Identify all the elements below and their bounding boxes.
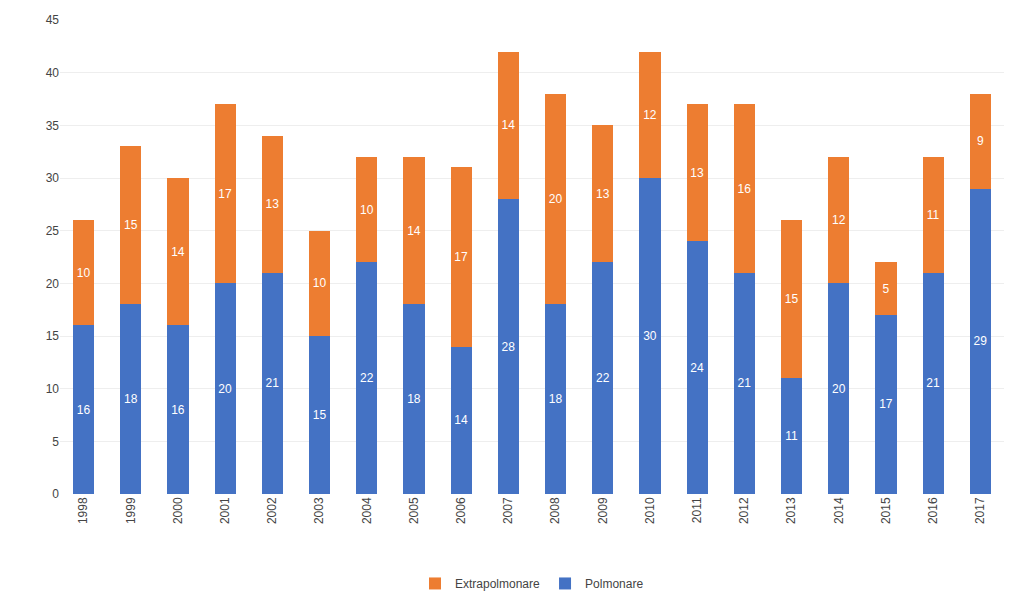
svg-text:2008: 2008 <box>549 497 563 524</box>
svg-text:2001: 2001 <box>218 497 232 524</box>
svg-text:2016: 2016 <box>926 497 940 524</box>
svg-text:14: 14 <box>171 245 185 259</box>
svg-text:17: 17 <box>454 250 468 264</box>
svg-text:17: 17 <box>218 187 232 201</box>
svg-text:15: 15 <box>124 218 138 232</box>
svg-text:13: 13 <box>690 166 704 180</box>
svg-text:2011: 2011 <box>690 497 704 523</box>
svg-text:5: 5 <box>52 435 59 449</box>
svg-text:15: 15 <box>313 408 327 422</box>
svg-text:Extrapolmonare: Extrapolmonare <box>455 577 540 591</box>
svg-text:2012: 2012 <box>737 497 751 524</box>
svg-text:2002: 2002 <box>265 497 279 524</box>
svg-text:2010: 2010 <box>643 497 657 524</box>
svg-text:2015: 2015 <box>879 497 893 524</box>
svg-text:16: 16 <box>171 403 185 417</box>
svg-text:30: 30 <box>643 329 657 343</box>
svg-text:Polmonare: Polmonare <box>585 577 643 591</box>
svg-text:15: 15 <box>785 292 799 306</box>
svg-text:20: 20 <box>218 382 232 396</box>
svg-text:18: 18 <box>124 392 138 406</box>
svg-text:10: 10 <box>360 203 374 217</box>
svg-text:45: 45 <box>46 13 60 27</box>
svg-text:2004: 2004 <box>360 497 374 524</box>
svg-text:24: 24 <box>690 361 704 375</box>
svg-text:40: 40 <box>46 66 60 80</box>
svg-text:22: 22 <box>360 371 374 385</box>
svg-text:1998: 1998 <box>77 497 91 524</box>
svg-text:2014: 2014 <box>832 497 846 524</box>
svg-text:30: 30 <box>46 171 60 185</box>
svg-text:21: 21 <box>266 376 280 390</box>
svg-text:20: 20 <box>832 382 846 396</box>
svg-text:10: 10 <box>77 266 91 280</box>
svg-text:2017: 2017 <box>973 497 987 524</box>
svg-text:2003: 2003 <box>313 497 327 524</box>
svg-text:2007: 2007 <box>501 497 515 524</box>
svg-text:0: 0 <box>52 487 59 501</box>
svg-text:2006: 2006 <box>454 497 468 524</box>
svg-text:16: 16 <box>738 182 752 196</box>
svg-text:28: 28 <box>502 340 516 354</box>
svg-text:15: 15 <box>46 329 60 343</box>
svg-text:16: 16 <box>77 403 91 417</box>
svg-text:21: 21 <box>738 376 752 390</box>
svg-text:2009: 2009 <box>596 497 610 524</box>
svg-text:12: 12 <box>832 213 846 227</box>
svg-text:1999: 1999 <box>124 497 138 524</box>
svg-text:11: 11 <box>785 429 798 443</box>
svg-text:13: 13 <box>266 197 280 211</box>
svg-text:29: 29 <box>974 334 988 348</box>
svg-text:12: 12 <box>643 108 657 122</box>
svg-text:20: 20 <box>549 192 563 206</box>
svg-text:2000: 2000 <box>171 497 185 524</box>
svg-text:14: 14 <box>407 224 421 238</box>
svg-text:18: 18 <box>549 392 563 406</box>
svg-text:14: 14 <box>502 118 516 132</box>
svg-text:10: 10 <box>46 382 60 396</box>
svg-text:2005: 2005 <box>407 497 421 524</box>
svg-text:17: 17 <box>879 397 893 411</box>
svg-text:5: 5 <box>883 282 890 296</box>
svg-text:9: 9 <box>977 134 984 148</box>
svg-text:14: 14 <box>454 413 468 427</box>
svg-text:11: 11 <box>927 208 940 222</box>
svg-text:10: 10 <box>313 276 327 290</box>
svg-text:18: 18 <box>407 392 421 406</box>
svg-text:2013: 2013 <box>785 497 799 524</box>
svg-text:35: 35 <box>46 119 60 133</box>
svg-text:20: 20 <box>46 277 60 291</box>
svg-text:13: 13 <box>596 187 610 201</box>
svg-text:25: 25 <box>46 224 60 238</box>
svg-text:22: 22 <box>596 371 610 385</box>
svg-text:21: 21 <box>926 376 940 390</box>
